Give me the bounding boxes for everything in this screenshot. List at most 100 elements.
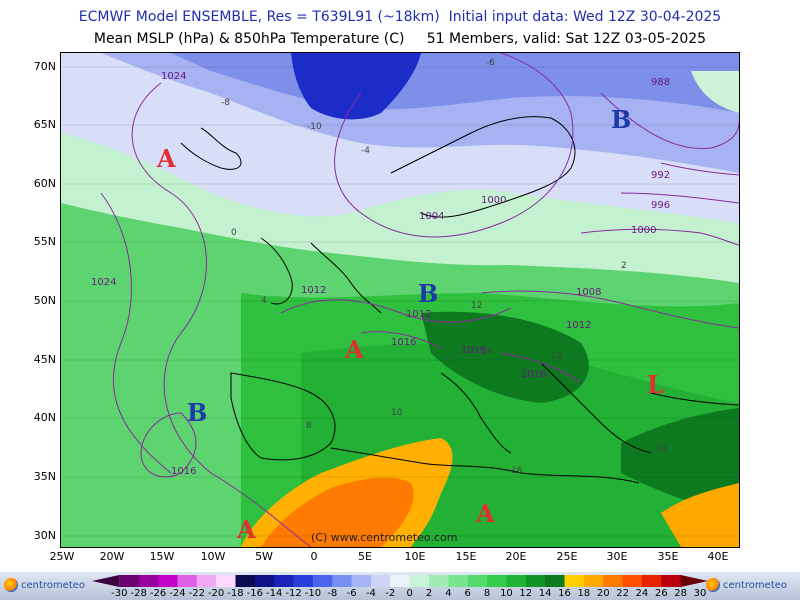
lon-label: 15E: [455, 550, 477, 563]
isobars: [100, 53, 739, 547]
isobar-label: 1024: [91, 277, 116, 288]
colorbar-swatch: [351, 575, 372, 587]
isobar-label: 1024: [161, 71, 186, 82]
colorbar-tick-label: -26: [149, 588, 167, 599]
lon-label: 25E: [556, 550, 578, 563]
temperature-label: 12: [471, 301, 482, 311]
colorbar-tick-label: -18: [227, 588, 244, 599]
coastlines: [180, 116, 739, 484]
lon-label: 15W: [149, 550, 175, 563]
colorbar-tick-label: 0: [406, 588, 413, 599]
colorbar-swatch: [312, 575, 333, 587]
lat-label: 50N: [33, 294, 56, 307]
colorbar-swatch: [506, 575, 527, 587]
isobar-label: 1012: [566, 320, 591, 331]
lat-label: 45N: [33, 353, 56, 366]
temperature-label: -10: [307, 122, 322, 132]
isobar-label: 992: [651, 170, 670, 181]
colorbar-swatch: [409, 575, 430, 587]
temperature-label: 4: [261, 296, 267, 306]
colorbar-swatch: [138, 575, 159, 587]
high-pressure-center: A: [156, 144, 176, 173]
colorbar-swatch: [274, 575, 295, 587]
lon-label: 5W: [255, 550, 273, 563]
cold-band-pale-ne: [691, 71, 739, 113]
low-pressure-center: B: [187, 398, 207, 427]
lat-label: 35N: [33, 470, 56, 483]
colorbar-tick-label: 26: [654, 588, 668, 599]
colorbar-swatch: [429, 575, 449, 587]
lat-label: 65N: [33, 118, 56, 131]
temperature-label: -4: [361, 146, 370, 156]
title-line-2: Mean MSLP (hPa) & 850hPa Temperature (C)…: [93, 31, 707, 47]
temperature-label: 16: [511, 466, 523, 476]
logo-text: centrometeo: [21, 579, 86, 591]
colorbar-tick-label: 14: [538, 588, 552, 599]
temperature-label: 0: [231, 228, 237, 238]
isobar-label: 1016: [171, 466, 196, 477]
lon-label: 10W: [200, 550, 226, 563]
cold-core-blue: [291, 53, 421, 120]
colorbar-tick-label: 6: [464, 588, 471, 599]
colorbar-swatch: [177, 575, 198, 587]
temperature-label: -6: [486, 58, 495, 68]
high-pressure-center: A: [344, 335, 364, 364]
weather-map: A A A A B B B L 1024 1024 1016 1012 1012…: [60, 52, 740, 548]
temperature-label: 14: [656, 444, 668, 454]
colorbar-swatch: [487, 575, 507, 587]
colorbar-tick-label: -14: [266, 588, 283, 599]
centrometeo-logo-right: centrometeo: [706, 576, 798, 594]
colorbar-tick-label: -4: [365, 588, 376, 599]
colorbar-swatch: [92, 575, 120, 587]
isobar-label: 1016: [461, 345, 486, 356]
colorbar-swatch: [545, 575, 566, 587]
lon-label: 30E: [606, 550, 628, 563]
temperature-label: 10: [391, 408, 403, 418]
heat-orange-2: [261, 477, 414, 547]
temperature-label: -8: [221, 98, 230, 108]
isobar-label: 1000: [481, 195, 506, 206]
globe-icon: [706, 578, 720, 592]
colorbar-swatch: [564, 575, 585, 587]
temperature-label: 2: [621, 261, 627, 271]
colorbar-tick-label: 18: [577, 588, 591, 599]
colorbar-swatch: [680, 575, 708, 587]
heat-orange-east: [661, 483, 739, 547]
colorbar-swatch: [525, 575, 546, 587]
colorbar-tick-label: -24: [169, 588, 186, 599]
isobar-label: 996: [651, 200, 670, 211]
colorbar-swatch: [390, 575, 411, 587]
colorbar-swatch: [119, 575, 140, 587]
colorbar-tick-label: -22: [188, 588, 205, 599]
colorbar-tick-label: 4: [445, 588, 452, 599]
dark-green-east: [621, 408, 739, 513]
lon-label: 20W: [99, 550, 125, 563]
colorbar-tick-label: 20: [596, 588, 610, 599]
colorbar-swatch: [216, 575, 236, 587]
lon-label: 10E: [404, 550, 426, 563]
colorbar-swatch: [370, 575, 391, 587]
title-line-1: ECMWF Model ENSEMBLE, Res = T639L91 (~18…: [78, 9, 722, 25]
lat-label: 55N: [33, 235, 56, 248]
graticule: [61, 66, 739, 537]
colorbar-tick-label: 12: [519, 588, 533, 599]
temperature-label: 8: [306, 421, 312, 431]
isobar-label: 1000: [631, 225, 656, 236]
low-pressure-center: B: [418, 279, 438, 308]
lat-label: 30N: [33, 529, 56, 542]
lat-label: 60N: [33, 177, 56, 190]
colorbar-swatch: [332, 575, 353, 587]
isobar-label: 1004: [419, 211, 444, 222]
colorbar-tick-label: -2: [385, 588, 396, 599]
colorbar-swatch: [583, 575, 604, 587]
isobar-label: 1008: [576, 287, 601, 298]
colorbar-tick-label: -28: [130, 588, 147, 599]
colorbar-tick-label: 30: [693, 588, 707, 599]
colorbar-tick-label: 16: [558, 588, 571, 599]
isobar-label: 1016: [521, 369, 546, 380]
colorbar-swatch: [603, 575, 624, 587]
colorbar-tick-label: -12: [285, 588, 302, 599]
colorbar-tick-label: 22: [616, 588, 629, 599]
lon-label: 20E: [505, 550, 527, 563]
colorbar-tick-label: -6: [346, 588, 357, 599]
